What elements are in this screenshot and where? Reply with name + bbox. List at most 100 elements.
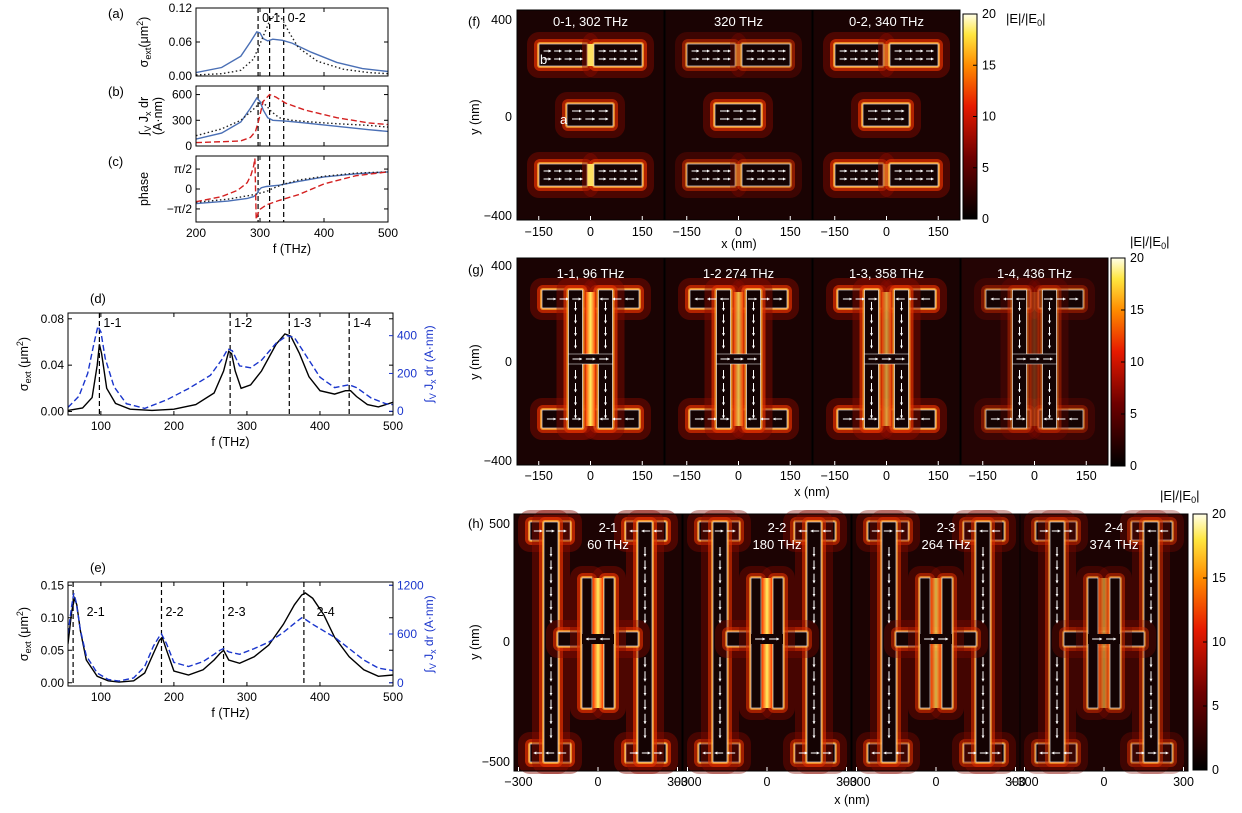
y-tick-label: 0.00 (41, 405, 65, 419)
series-line-solid (196, 171, 388, 205)
nanoparticle (714, 103, 762, 127)
x-axis-label: f (THz) (273, 242, 311, 256)
label-part: V (143, 126, 153, 132)
map-title: 1-3, 358 THz (849, 266, 924, 281)
x-tick-label: −150 (969, 469, 997, 483)
y-tick-label: 600 (172, 88, 192, 102)
x-tick-label: 500 (383, 690, 403, 704)
map-title: 1-2 274 THz (703, 266, 774, 281)
colorbar-tick-label: 15 (1130, 303, 1144, 317)
panel-label: (d) (90, 291, 106, 306)
x-tick-label: −150 (821, 469, 849, 483)
label-part: J (137, 116, 151, 126)
y2-tick-label: 0 (397, 676, 404, 690)
x-tick-label: 300 (250, 226, 270, 240)
panel-label: (c) (108, 154, 123, 169)
resonance-label: 1-3 (293, 316, 311, 330)
colorbar-tick-label: 5 (1130, 407, 1137, 421)
x-tick-label: 400 (310, 419, 330, 433)
y-axis-label: σext (μm2) (15, 337, 33, 391)
resonance-label: 2-3 (228, 605, 246, 619)
nanoparticle (566, 103, 614, 127)
map-title-mode: 2-2 (768, 520, 787, 535)
x-tick-label: 150 (1076, 469, 1097, 483)
resonance-label: 2-2 (165, 605, 183, 619)
map-title: 0-2, 340 THz (849, 14, 924, 29)
colorbar-tick-label: 0 (1212, 763, 1219, 777)
label-part: x (428, 379, 438, 384)
label-part: σ (137, 59, 151, 67)
x-tick-label: 400 (314, 226, 334, 240)
colorbar-tick-label: 0 (982, 212, 989, 226)
label-part: ) (137, 17, 151, 21)
label-part: dr (A·nm) (422, 595, 436, 649)
x-tick-label: 300 (1173, 775, 1194, 789)
nanoparticle (686, 43, 736, 67)
nanoparticle (593, 43, 643, 67)
label-part: σ (17, 383, 31, 391)
colorbar-title: |E|/|E0| (1160, 488, 1200, 505)
series-line-solid (196, 30, 388, 74)
colorbar-tick-label: 10 (1212, 635, 1226, 649)
y-axis-label-line2: (A·nm) (151, 97, 165, 135)
y-tick-label: 0 (505, 355, 512, 369)
x-tick-label: 300 (667, 775, 688, 789)
label-part: dr (137, 97, 151, 112)
x-axis-label: x (nm) (721, 237, 756, 251)
series-line-dashed (68, 324, 393, 410)
y-axis-label: σext(μm2) (135, 17, 153, 68)
label-part: J (422, 654, 436, 663)
nanoparticle (889, 43, 939, 67)
map-title-frequency: 180 THz (753, 537, 802, 552)
y-axis-label: y (nm) (468, 99, 482, 134)
colorbar-tick-label: 20 (1130, 251, 1144, 265)
x-axis-label: f (THz) (211, 435, 249, 449)
bridge (1088, 634, 1120, 644)
chart-panel-e: 0.00 0.05 0.10 0.15 0 600 1200 100 200 300 400 500 f… (15, 560, 438, 720)
panel-label: (h) (468, 516, 484, 531)
x-axis-label: x (nm) (794, 485, 829, 499)
y-tick-label: 0 (505, 110, 512, 124)
label-part: x (428, 649, 438, 654)
panel-label: (g) (468, 262, 484, 277)
chart-panel-b: 0 300 600 (b) ∫V Jx dr (A·nm) (108, 84, 389, 153)
colorbar-tick-label: 5 (1212, 699, 1219, 713)
nanoparticle (889, 163, 939, 187)
map-panel: 2-1 60 THz −300 0 300 (504, 510, 688, 789)
colorbar-tick-label: 5 (982, 161, 989, 175)
y-axis-label: y (nm) (468, 624, 482, 659)
x-tick-label: 0 (735, 469, 742, 483)
map-title: 1-1, 96 THz (557, 266, 625, 281)
map-panel: 0-1, 302 THz −150 0 150 (516, 9, 665, 239)
label-part: ext (23, 371, 33, 384)
label-part: | (1166, 234, 1169, 249)
x-tick-label: 500 (378, 226, 398, 240)
nanoparticle (741, 43, 791, 67)
y2-tick-label: 1200 (397, 578, 424, 592)
y-tick-label: 0.00 (41, 676, 65, 690)
resonance-label: 2-1 (87, 605, 105, 619)
label-part: ) (17, 607, 31, 611)
map-panel: 2-4 374 THz −300 0 300 (1010, 510, 1194, 789)
panel-label: (e) (90, 560, 106, 575)
y-tick-label: −400 (484, 454, 512, 468)
bridge (920, 634, 952, 644)
resonance-label: 1-4 (353, 316, 371, 330)
x-tick-label: −300 (504, 775, 532, 789)
y-tick-label: 0.15 (41, 578, 65, 592)
label-part: ext (23, 641, 33, 654)
x-tick-label: 0 (587, 469, 594, 483)
plot-frame (67, 312, 394, 416)
x-tick-label: −300 (842, 775, 870, 789)
series-line-dashed (196, 93, 388, 144)
nanoparticle (593, 163, 643, 187)
map-panel: 0-2, 340 THz −150 0 150 (812, 9, 961, 239)
resonance-label: 1-2 (234, 316, 252, 330)
label-part: 0 (1037, 18, 1042, 28)
particle-label-a: a (560, 112, 568, 127)
map-title: 0-1, 302 THz (553, 14, 628, 29)
x-tick-label: 200 (164, 419, 184, 433)
label-part: |E|/|E (1130, 234, 1161, 249)
series-line-dotted (196, 12, 388, 76)
